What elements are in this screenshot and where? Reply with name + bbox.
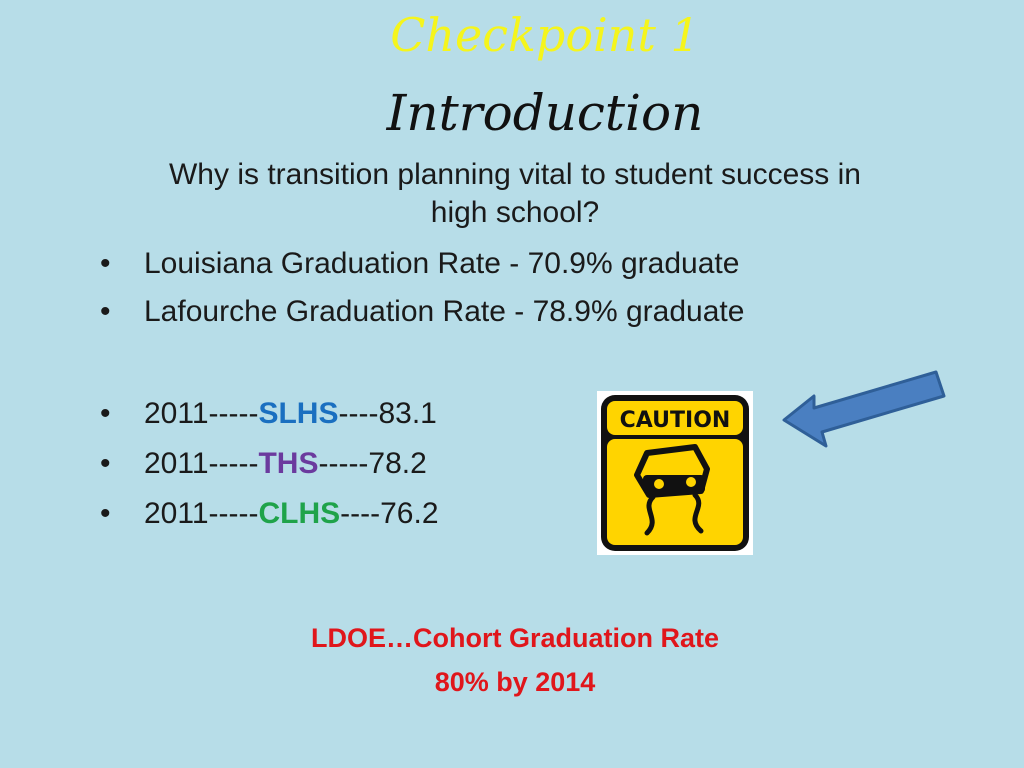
bullet-lafourche-rate: • Lafourche Graduation Rate - 78.9% gradu… — [100, 292, 744, 332]
bullet-symbol: • — [100, 247, 111, 280]
bullet-text: Louisiana Graduation Rate - 70.9% gradua… — [144, 247, 740, 280]
caution-sign-header — [607, 401, 743, 435]
footer-line-cohort: LDOE…Cohort Graduation Rate — [310, 623, 719, 653]
school-separator: ---- — [338, 397, 379, 430]
school-rate: 78.2 — [368, 447, 427, 480]
bullet-symbol: • — [100, 295, 111, 328]
slide-question: Why is transition planning vital to stud… — [168, 158, 861, 229]
school-rate: 83.1 — [378, 397, 437, 430]
caution-sign: CAUTION — [597, 391, 753, 555]
school-separator: ----- — [208, 397, 259, 430]
school-separator: ----- — [208, 447, 259, 480]
bullet-symbol: • — [100, 397, 111, 430]
school-separator: ---- — [340, 497, 381, 530]
footer-line-target: 80% by 2014 — [434, 667, 596, 697]
bullet-symbol: • — [100, 447, 111, 480]
bullet-louisiana-rate: • Louisiana Graduation Rate - 70.9% gradu… — [100, 244, 739, 284]
school-year: 2011 — [144, 497, 209, 530]
school-name: SLHS — [258, 397, 339, 430]
school-separator: ----- — [208, 497, 259, 530]
slide-title-introduction: Introduction — [386, 84, 704, 142]
footer-note: LDOE…Cohort Graduation Rate 80% by 2014 — [0, 616, 1024, 704]
slippery-car-icon — [634, 444, 710, 536]
school-name: CLHS — [258, 497, 341, 530]
caution-sign-label: CAUTION — [620, 408, 731, 433]
school-name: THS — [258, 447, 319, 480]
bullet-school-ths: • 2011-----THS-----78.2 — [100, 444, 427, 484]
slide-title-checkpoint: Checkpoint 1 — [390, 8, 700, 62]
bullet-symbol: • — [100, 497, 111, 530]
school-year: 2011 — [144, 447, 209, 480]
bullet-text: Lafourche Graduation Rate - 78.9% gradua… — [144, 295, 745, 328]
school-rate: 76.2 — [380, 497, 439, 530]
school-separator: ----- — [318, 447, 369, 480]
bullet-school-clhs: • 2011-----CLHS----76.2 — [100, 494, 439, 534]
arrow-left-icon — [782, 370, 946, 448]
bullet-school-slhs: • 2011-----SLHS----83.1 — [100, 394, 437, 434]
school-year: 2011 — [144, 397, 209, 430]
